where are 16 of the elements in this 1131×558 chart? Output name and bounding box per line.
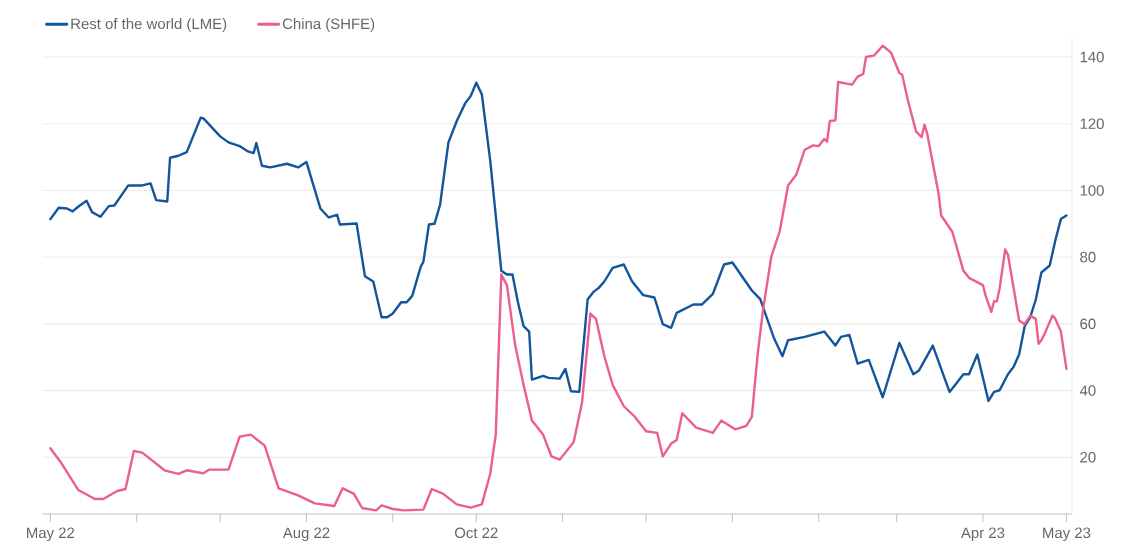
legend-label: China (SHFE) bbox=[282, 18, 375, 33]
y-tick-label: 60 bbox=[1080, 318, 1096, 330]
x-tick-label: Oct 22 bbox=[454, 527, 498, 539]
x-tick-label: May 23 bbox=[1043, 527, 1091, 542]
y-tick-label: 120 bbox=[1080, 118, 1104, 130]
line-series bbox=[49, 81, 1068, 403]
legend-label: Rest of the world (LME) bbox=[71, 18, 227, 33]
y-tick-label: 100 bbox=[1080, 185, 1104, 196]
y-tick-label: 80 bbox=[1080, 251, 1096, 263]
x-tick-label: Aug 22 bbox=[282, 527, 330, 542]
x-tick-label: Apr 23 bbox=[960, 527, 1005, 542]
y-tick-label: 140 bbox=[1080, 51, 1104, 63]
line-series bbox=[49, 44, 1068, 512]
y-tick-label: 40 bbox=[1079, 385, 1096, 396]
x-tick-label: May 22 bbox=[27, 527, 75, 542]
y-tick-label: 20 bbox=[1080, 452, 1096, 463]
